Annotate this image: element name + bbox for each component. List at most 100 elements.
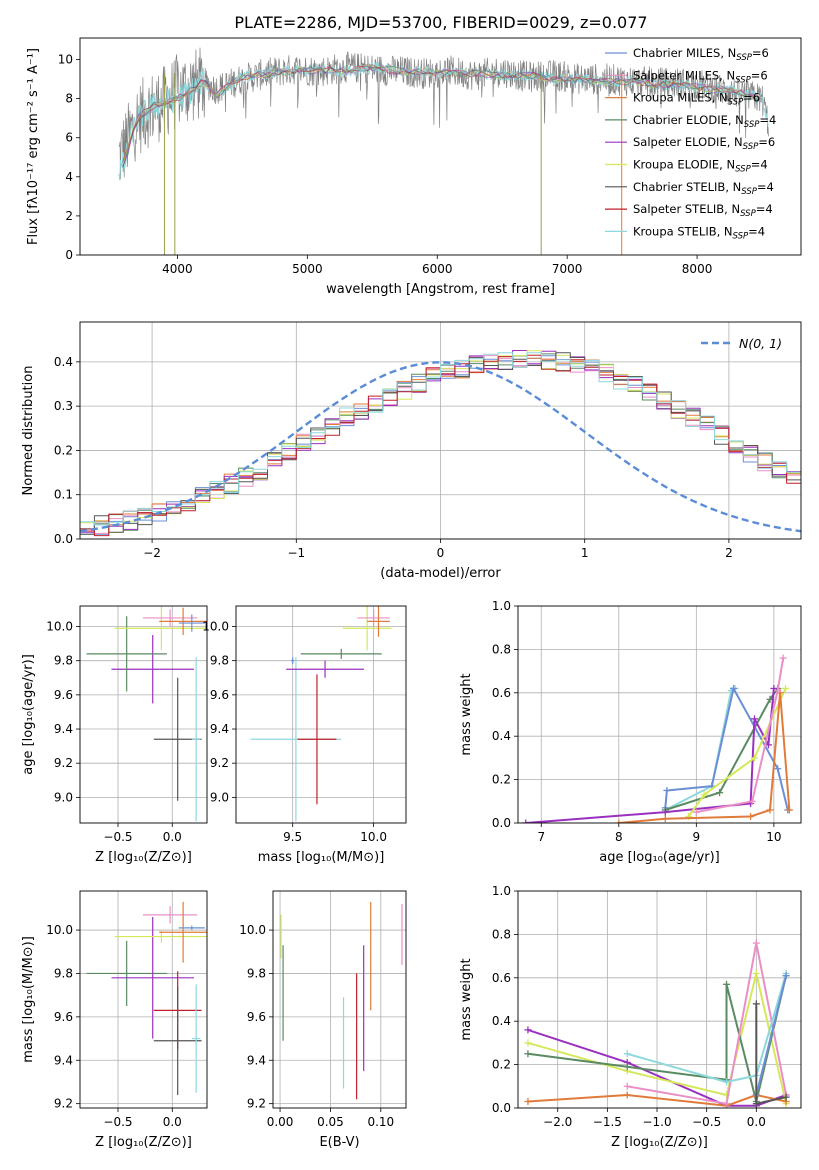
weight-vs-age-x-label: age [log₁₀(age/yr)] xyxy=(599,850,720,865)
mass-vs-metallicity-y-label: mass [log₁₀(M/M⊙)] xyxy=(21,936,36,1063)
spectrum-legend-label: Salpeter MILES, NSSP=6 xyxy=(633,68,768,85)
age-vs-metallicity-y-tick-label: 9.4 xyxy=(54,722,73,736)
weight-vs-age-frame xyxy=(517,605,802,824)
legend-label-sub: SSP xyxy=(735,165,751,175)
weight-vs-age-x-tick-label: 9 xyxy=(693,830,701,844)
age-vs-mass-plot-area xyxy=(236,606,406,823)
spectrum-y-tick-label: 0 xyxy=(65,248,73,262)
age-vs-metallicity-x-tick-label: 0.0 xyxy=(163,830,182,844)
weight-vs-age-series-line xyxy=(664,687,779,811)
spectrum-y-tick-label: 10 xyxy=(58,53,73,67)
weight-vs-age-x-tick-label: 7 xyxy=(537,830,545,844)
weight-vs-age-y-tick-label: 1.0 xyxy=(492,599,511,613)
weight-vs-metallicity-x-label: Z [log₁₀(Z/Z⊙)] xyxy=(611,1135,708,1150)
spectrum-legend-label: Salpeter ELODIE, NSSP=6 xyxy=(633,135,775,152)
mass-vs-extinction-x-tick-label: 0.05 xyxy=(317,1115,344,1129)
weight-vs-metallicity-y-tick-label: 0.4 xyxy=(492,1014,511,1028)
legend-label-sub: SSP xyxy=(741,187,757,197)
age-vs-metallicity-panel: −0.5 0.0 9.0 9.2 9.4 9.6 9.8 10.0 Z [log₁₀(Z/Z⊙)… xyxy=(21,605,208,865)
legend-label-tail: =6 xyxy=(751,68,768,82)
residual-distribution-x-tick-label: −1 xyxy=(287,546,305,560)
age-vs-metallicity-x-tick-label: −0.5 xyxy=(103,830,132,844)
residual-distribution-y-tick-label: 0.3 xyxy=(54,399,73,413)
spectrum-legend-label: Kroupa MILES, NSSP=6 xyxy=(633,91,760,108)
legend-label-base: Salpeter STELIB, N xyxy=(633,202,740,216)
weight-vs-age-y-tick-label: 0.6 xyxy=(492,686,511,700)
spectrum-legend-label: Chabrier STELIB, NSSP=4 xyxy=(633,180,774,197)
weight-vs-metallicity-series-line xyxy=(755,975,788,1096)
mass-vs-metallicity-x-tick-label: 0.0 xyxy=(163,1115,182,1129)
age-vs-mass-frame xyxy=(235,605,407,824)
residual-histogram-step xyxy=(80,352,801,526)
legend-label-tail: =6 xyxy=(752,46,769,60)
mass-vs-extinction-y-tick-label: 9.8 xyxy=(247,966,266,980)
weight-vs-age-panel: 7 8 9 10 0.0 0.2 0.4 0.6 0.8 1.0 age [log₁₀(age/yr… xyxy=(459,599,802,865)
legend-label-base: Chabrier MILES, N xyxy=(633,46,736,60)
weight-vs-metallicity-x-tick-label: −0.5 xyxy=(692,1115,721,1129)
mass-vs-metallicity-y-tick-label: 9.4 xyxy=(54,1053,73,1067)
age-vs-mass-y-tick-label: 9.0 xyxy=(210,790,229,804)
normal-curve xyxy=(80,361,801,533)
weight-vs-age-series-line xyxy=(696,657,785,814)
legend-label-sub: SSP xyxy=(740,209,756,219)
legend-label-sub: SSP xyxy=(728,98,744,108)
age-vs-metallicity-y-tick-label: 9.8 xyxy=(54,654,73,668)
legend-label-base: Kroupa STELIB, N xyxy=(633,224,733,238)
legend-label-tail: =6 xyxy=(758,135,775,149)
weight-vs-metallicity-series-line xyxy=(627,942,788,1105)
weight-vs-metallicity-x-tick-label: −2.0 xyxy=(543,1115,572,1129)
age-vs-mass-y-tick-label: 9.8 xyxy=(210,654,229,668)
spectrum-legend-label: Kroupa ELODIE, NSSP=4 xyxy=(633,158,768,175)
weight-vs-age-series-line xyxy=(664,687,789,811)
weight-vs-age-series-line xyxy=(525,688,775,823)
spectrum-frame xyxy=(79,37,802,256)
residual-distribution-panel: −2 −1 0 1 2 0.0 0.1 0.2 0.3 0.4 (data-model)/error… xyxy=(21,321,802,581)
weight-vs-metallicity-series-line xyxy=(626,973,788,1083)
mass-vs-extinction-y-tick-label: 9.4 xyxy=(247,1053,266,1067)
mass-vs-metallicity-y-tick-label: 10.0 xyxy=(46,923,73,937)
spectrum-model-line xyxy=(122,63,763,168)
spectrum-x-tick-label: 4000 xyxy=(162,262,193,276)
spectrum-x-tick-label: 5000 xyxy=(292,262,323,276)
weight-vs-age-y-tick-label: 0.8 xyxy=(492,642,511,656)
mass-vs-extinction-panel: 0.00 0.05 0.10 9.2 9.4 9.6 9.8 10.0 E(B-V) xyxy=(239,890,407,1150)
weight-vs-metallicity-y-tick-label: 1.0 xyxy=(492,884,511,898)
age-vs-metallicity-y-tick-label: 9.0 xyxy=(54,790,73,804)
age-vs-mass-x-tick-label: 10.0 xyxy=(360,830,387,844)
legend-label-tail: =4 xyxy=(751,158,768,172)
residual-distribution-x-tick-label: 1 xyxy=(581,546,589,560)
legend-label-base: Salpeter ELODIE, N xyxy=(633,135,743,149)
residual-distribution-x-label: (data-model)/error xyxy=(380,566,501,581)
mass-vs-metallicity-x-label: Z [log₁₀(Z/Z⊙)] xyxy=(95,1135,192,1150)
weight-vs-age-y-tick-label: 0.0 xyxy=(492,816,511,830)
residual-histogram-step xyxy=(80,350,801,533)
weight-vs-metallicity-panel: −2.0 −1.5 −1.0 −0.5 0.0 0.0 0.2 0.4 0.6 0.8 1.0 Z [… xyxy=(459,884,802,1150)
mass-vs-metallicity-x-tick-label: −0.5 xyxy=(103,1115,132,1129)
mass-vs-metallicity-panel: −0.5 0.0 9.2 9.4 9.6 9.8 10.0 Z [log₁₀(Z/Z⊙)] ma… xyxy=(21,890,208,1150)
legend-label-tail: =4 xyxy=(759,113,776,127)
spectrum-y-tick-label: 4 xyxy=(65,170,73,184)
spectrum-y-tick-label: 6 xyxy=(65,131,73,145)
residual-distribution-frame xyxy=(79,321,802,540)
legend-label-base: Chabrier STELIB, N xyxy=(633,180,741,194)
weight-vs-age-y-tick-label: 0.4 xyxy=(492,729,511,743)
normal-legend-label: N(0, 1) xyxy=(739,336,782,351)
mass-vs-metallicity-plot-area xyxy=(80,891,207,1108)
spectrum-y-label: Flux [fλ10⁻¹⁷ erg cm⁻² s⁻¹ A⁻¹] xyxy=(26,48,41,245)
residual-distribution-y-label: Normed distribution xyxy=(21,366,36,496)
mass-vs-metallicity-y-tick-label: 9.2 xyxy=(54,1097,73,1111)
weight-vs-metallicity-y-tick-label: 0.0 xyxy=(492,1101,511,1115)
age-vs-metallicity-y-tick-label: 10.0 xyxy=(46,620,73,634)
legend-label-sub: SSP xyxy=(736,53,752,63)
spectrum-data-line xyxy=(118,47,769,180)
mass-vs-extinction-x-tick-label: 0.10 xyxy=(367,1115,394,1129)
residual-distribution-x-tick-label: 2 xyxy=(725,546,733,560)
spectrum-legend-label: Salpeter STELIB, NSSP=4 xyxy=(633,202,773,219)
weight-vs-age-x-tick-label: 8 xyxy=(615,830,623,844)
weight-vs-metallicity-series-line xyxy=(527,975,788,1103)
legend-label-base: Kroupa MILES, N xyxy=(633,91,728,105)
age-vs-metallicity-y-tick-label: 9.6 xyxy=(54,688,73,702)
spectrum-x-tick-label: 8000 xyxy=(682,262,713,276)
spectrum-y-tick-label: 8 xyxy=(65,92,73,106)
